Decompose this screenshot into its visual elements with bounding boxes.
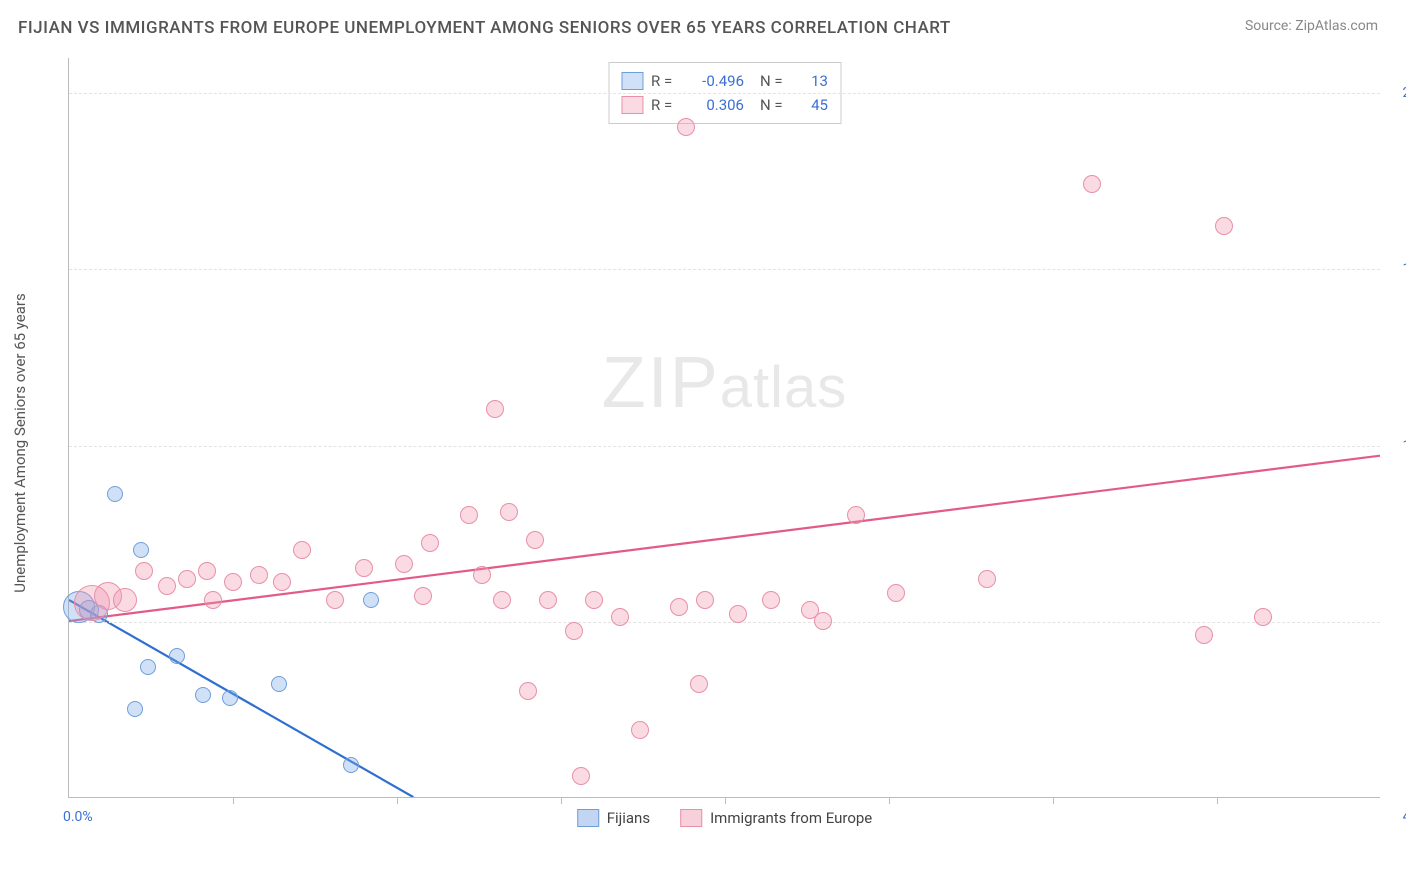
europe-point <box>762 591 780 609</box>
legend-stat-row: R = -0.496 N = 13 <box>621 69 828 93</box>
r-label: R = <box>651 93 681 117</box>
europe-point <box>565 622 583 640</box>
legend-item: Immigrants from Europe <box>680 809 872 827</box>
fijian-point <box>222 690 238 706</box>
europe-point <box>631 721 649 739</box>
n-value: 45 <box>798 93 828 117</box>
plot-area: ZIPatlas R =-0.496N =13R =0.306N =45 0.0… <box>68 58 1380 798</box>
legend-stat-row: R = 0.306 N = 45 <box>621 93 828 117</box>
legend-label: Fijians <box>607 809 650 827</box>
europe-point <box>460 506 478 524</box>
europe-point <box>1254 608 1272 626</box>
series-legend: Fijians Immigrants from Europe <box>577 809 873 827</box>
y-gridline <box>69 622 1380 623</box>
fijian-point <box>127 701 143 717</box>
europe-point <box>355 559 373 577</box>
europe-point <box>611 608 629 626</box>
europe-point <box>198 562 216 580</box>
europe-point <box>135 562 153 580</box>
x-tick <box>889 797 890 804</box>
europe-point <box>1215 217 1233 235</box>
europe-point <box>158 577 176 595</box>
watermark-atlas: atlas <box>720 355 848 420</box>
n-value: 13 <box>798 69 828 93</box>
legend-swatch <box>621 72 643 90</box>
y-tick-label: 15.0% <box>1402 261 1406 277</box>
fijian-point <box>107 486 123 502</box>
europe-point <box>500 503 518 521</box>
europe-point <box>273 573 291 591</box>
legend-item: Fijians <box>577 809 650 827</box>
europe-point <box>729 605 747 623</box>
europe-point <box>539 591 557 609</box>
y-gridline <box>69 446 1380 447</box>
europe-point <box>585 591 603 609</box>
watermark-zip: ZIP <box>602 343 720 423</box>
europe-point <box>887 584 905 602</box>
europe-point <box>414 587 432 605</box>
trend-lines <box>69 58 1380 797</box>
europe-point <box>814 612 832 630</box>
europe-point <box>293 541 311 559</box>
europe-point <box>690 675 708 693</box>
legend-swatch <box>680 809 702 827</box>
y-axis-title: Unemployment Among Seniors over 65 years <box>11 293 29 592</box>
europe-point <box>519 682 537 700</box>
europe-point <box>670 598 688 616</box>
fijian-point <box>140 659 156 675</box>
correlation-chart: Unemployment Among Seniors over 65 years… <box>50 58 1380 828</box>
x-tick <box>725 797 726 804</box>
source-attribution: Source: ZipAtlas.com <box>1245 18 1378 34</box>
legend-label: Immigrants from Europe <box>710 809 872 827</box>
x-tick <box>561 797 562 804</box>
y-tick-label: 10.0% <box>1402 438 1406 454</box>
europe-point <box>250 566 268 584</box>
y-gridline <box>69 93 1380 94</box>
europe-point <box>204 591 222 609</box>
europe-point <box>224 573 242 591</box>
europe-point <box>178 570 196 588</box>
n-label: N = <box>760 93 790 117</box>
n-label: N = <box>760 69 790 93</box>
r-label: R = <box>651 69 681 93</box>
europe-point <box>847 506 865 524</box>
r-value: 0.306 <box>689 93 744 117</box>
x-tick <box>1217 797 1218 804</box>
europe-point <box>1083 175 1101 193</box>
y-gridline <box>69 269 1380 270</box>
legend-swatch <box>621 96 643 114</box>
x-axis-origin-label: 0.0% <box>63 809 93 825</box>
europe-point <box>696 591 714 609</box>
fijian-point <box>169 648 185 664</box>
europe-point <box>677 118 695 136</box>
fijian-point <box>271 676 287 692</box>
fijian-point <box>343 757 359 773</box>
fijian-point <box>195 687 211 703</box>
r-value: -0.496 <box>689 69 744 93</box>
y-tick-label: 20.0% <box>1402 85 1406 101</box>
x-tick <box>1053 797 1054 804</box>
europe-point <box>1195 626 1213 644</box>
europe-point <box>486 400 504 418</box>
europe-point <box>572 767 590 785</box>
europe-point <box>978 570 996 588</box>
x-tick <box>233 797 234 804</box>
x-tick <box>397 797 398 804</box>
x-axis-end-label: 40.0% <box>1402 809 1406 825</box>
europe-point <box>326 591 344 609</box>
fijian-point <box>133 542 149 558</box>
europe-point <box>421 534 439 552</box>
fijian-point <box>363 592 379 608</box>
watermark: ZIPatlas <box>602 342 848 424</box>
europe-point <box>526 531 544 549</box>
europe-point <box>113 588 137 612</box>
legend-swatch <box>577 809 599 827</box>
europe-point <box>395 555 413 573</box>
europe-point <box>473 566 491 584</box>
chart-title: FIJIAN VS IMMIGRANTS FROM EUROPE UNEMPLO… <box>18 18 951 38</box>
europe-point <box>493 591 511 609</box>
